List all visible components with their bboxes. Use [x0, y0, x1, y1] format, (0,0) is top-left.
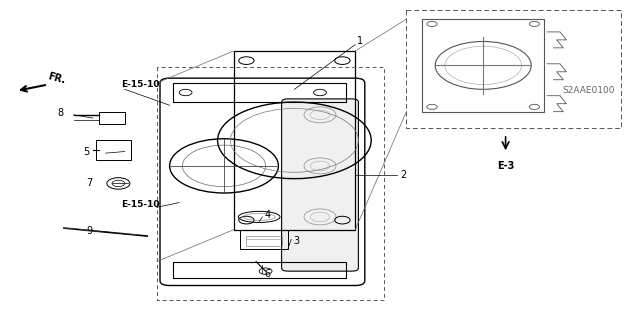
Text: E-15-10: E-15-10	[122, 200, 160, 209]
Text: 3: 3	[293, 236, 300, 246]
Text: 7: 7	[86, 178, 93, 189]
Text: 1: 1	[357, 36, 364, 47]
Bar	[173, 262, 346, 278]
Text: 4: 4	[264, 210, 271, 220]
Text: 2: 2	[400, 170, 406, 181]
Text: 6: 6	[264, 269, 271, 279]
Text: 5: 5	[83, 146, 90, 157]
Bar	[246, 236, 282, 246]
Text: S2AAE0100: S2AAE0100	[562, 86, 614, 95]
Bar	[422, 19, 544, 112]
Text: FR.: FR.	[47, 71, 67, 85]
Bar	[173, 83, 346, 102]
Text: 9: 9	[86, 226, 93, 236]
Bar	[240, 230, 288, 249]
FancyBboxPatch shape	[160, 78, 365, 286]
Bar	[234, 51, 355, 230]
FancyBboxPatch shape	[282, 99, 358, 271]
Text: E-3: E-3	[497, 161, 515, 171]
Bar	[96, 140, 131, 160]
Text: E-15-10: E-15-10	[122, 80, 160, 89]
Bar	[99, 112, 125, 124]
Text: 8: 8	[58, 108, 64, 118]
